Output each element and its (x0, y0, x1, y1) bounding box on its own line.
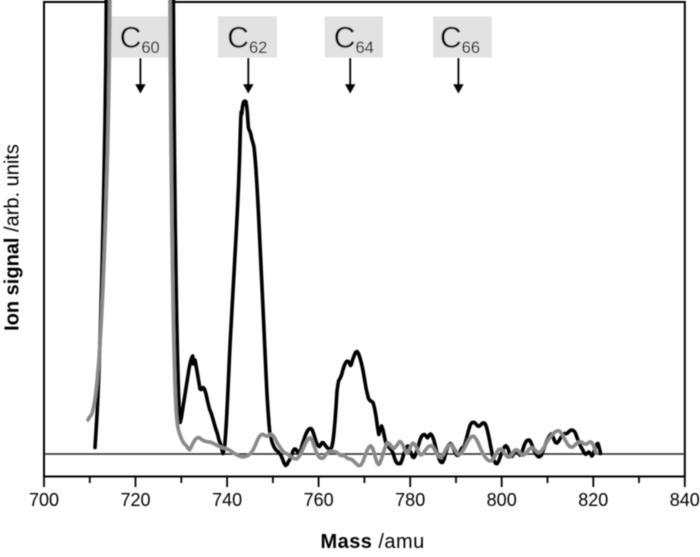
svg-text:820: 820 (578, 490, 608, 510)
svg-text:800: 800 (487, 490, 517, 510)
svg-text:Mass /amu: Mass /amu (321, 531, 425, 553)
svg-text:C66: C66 (440, 22, 480, 57)
svg-text:780: 780 (395, 490, 425, 510)
svg-text:720: 720 (120, 490, 150, 510)
svg-text:700: 700 (29, 490, 59, 510)
svg-text:760: 760 (304, 490, 334, 510)
svg-text:Ion signal /arb. units: Ion signal /arb. units (2, 144, 24, 331)
svg-text:840: 840 (670, 490, 700, 510)
svg-text:740: 740 (212, 490, 242, 510)
